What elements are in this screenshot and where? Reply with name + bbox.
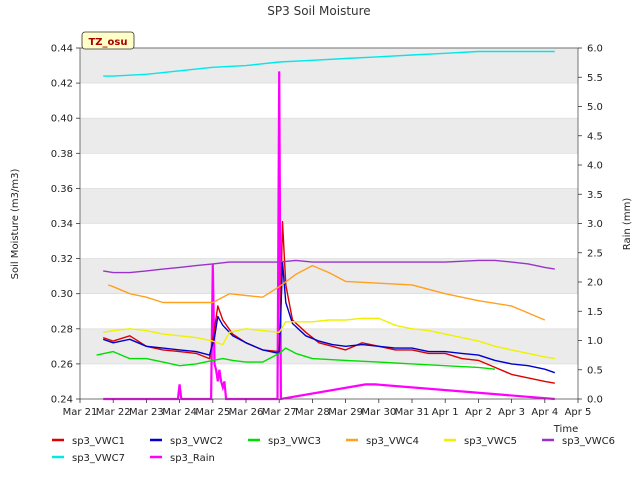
sp3-vwc5-series: [103, 317, 555, 360]
y2-tick-label: 6.0: [587, 44, 603, 55]
grid-band: [80, 118, 578, 154]
x-axis-label: Time: [553, 424, 578, 435]
sp3-vwc5-legend-label: sp3_VWC5: [464, 436, 517, 447]
sp3-vwc1-line: [102, 220, 555, 384]
sp3-vwc7-line: [103, 50, 555, 77]
sp3-vwc6-legend-label: sp3_VWC6: [562, 436, 615, 447]
y-tick-label: 0.30: [51, 289, 73, 300]
background-bands: [80, 48, 578, 364]
x-tick-label: Apr 1: [432, 407, 459, 418]
x-tick-label: Mar 26: [229, 407, 264, 418]
y-tick-label: 0.24: [51, 395, 73, 406]
x-tick-label: Apr 4: [531, 407, 558, 418]
sp3-vwc3-line: [96, 347, 496, 370]
sp3-vwc4-line: [107, 264, 546, 321]
tz-badge-text: TZ_osu: [88, 37, 127, 48]
x-tick-label: Apr 2: [465, 407, 492, 418]
y-tick-label: 0.44: [51, 44, 73, 55]
x-tick-label: Mar 28: [295, 407, 330, 418]
y-tick-label: 0.26: [51, 359, 73, 370]
y2-tick-label: 0.0: [587, 395, 603, 406]
grid-band: [80, 258, 578, 294]
y-tick-label: 0.40: [51, 114, 73, 125]
x-tick-label: Mar 22: [96, 407, 131, 418]
x-tick-label: Mar 21: [63, 407, 98, 418]
x-tick-label: Apr 3: [498, 407, 525, 418]
x-tick-label: Mar 25: [195, 407, 230, 418]
sp3-vwc7-series: [103, 50, 555, 77]
x-tick-label: Mar 24: [162, 407, 197, 418]
sp3-vwc3-legend-label: sp3_VWC3: [268, 436, 321, 447]
y2-tick-label: 5.0: [587, 102, 603, 113]
left-axis-ticks: 0.24 0.26 0.28 0.30 0.32 0.34 0.36 0.38 0.40 0.42…: [51, 44, 80, 406]
sp3-vwc2-line: [102, 261, 556, 374]
sp3-vwc4-legend-label: sp3_VWC4: [366, 436, 419, 447]
y2-tick-label: 4.5: [587, 131, 603, 142]
y2-axis-label: Rain (mm): [622, 198, 633, 251]
y2-tick-label: 2.0: [587, 278, 603, 289]
y2-tick-label: 0.5: [587, 365, 603, 376]
y-tick-label: 0.36: [51, 184, 73, 195]
x-tick-label: Mar 30: [361, 407, 396, 418]
y2-tick-label: 3.0: [587, 219, 603, 230]
legend: sp3_VWC1 sp3_VWC2 sp3_VWC3 sp3_VWC4 sp3_VWC5…: [52, 436, 615, 464]
y-tick-label: 0.28: [51, 324, 73, 335]
y2-tick-label: 1.5: [587, 307, 603, 318]
sp3-vwc6-series: [103, 259, 555, 274]
y-tick-label: 0.38: [51, 149, 73, 160]
x-tick-label: Apr 5: [565, 407, 592, 418]
x-tick-label: Mar 23: [129, 407, 164, 418]
sp3-vwc7-legend-label: sp3_VWC7: [72, 453, 125, 464]
grid-band: [80, 328, 578, 364]
y2-tick-label: 5.5: [587, 73, 603, 84]
sp3-vwc6-line: [103, 259, 555, 274]
sp3-vwc3-series: [96, 347, 496, 370]
sp3-vwc4-series: [107, 264, 546, 321]
grid-band: [80, 48, 578, 84]
sp3-vwc1-legend-label: sp3_VWC1: [72, 436, 125, 447]
x-tick-label: Mar 27: [262, 407, 297, 418]
sp3-rain-legend-label: sp3_Rain: [170, 453, 215, 464]
y2-tick-label: 2.5: [587, 248, 603, 259]
y-tick-label: 0.32: [51, 254, 73, 265]
sp3-vwc2-legend-label: sp3_VWC2: [170, 436, 223, 447]
y-tick-label: 0.34: [51, 219, 73, 230]
x-tick-label: Mar 29: [328, 407, 363, 418]
y-axis-label: Soil Moisture (m3/m3): [10, 169, 21, 280]
sp3-vwc5-line: [103, 317, 555, 360]
sp3-vwc2-series: [102, 261, 556, 374]
y-tick-label: 0.42: [51, 79, 73, 90]
chart-title: SP3 Soil Moisture: [267, 4, 370, 18]
y2-tick-label: 3.5: [587, 190, 603, 201]
y2-tick-label: 1.0: [587, 336, 603, 347]
y2-tick-label: 4.0: [587, 161, 603, 172]
tz-badge: TZ_osu: [81, 31, 135, 50]
right-axis-ticks: 0.0 0.5 1.0 1.5 2.0 2.5 3.0 3.5 4.0 4.5 5.0 5.5 6.0: [578, 44, 603, 406]
grid-band: [80, 188, 578, 224]
sp3-vwc1-series: [102, 220, 555, 384]
x-tick-label: Mar 31: [395, 407, 430, 418]
